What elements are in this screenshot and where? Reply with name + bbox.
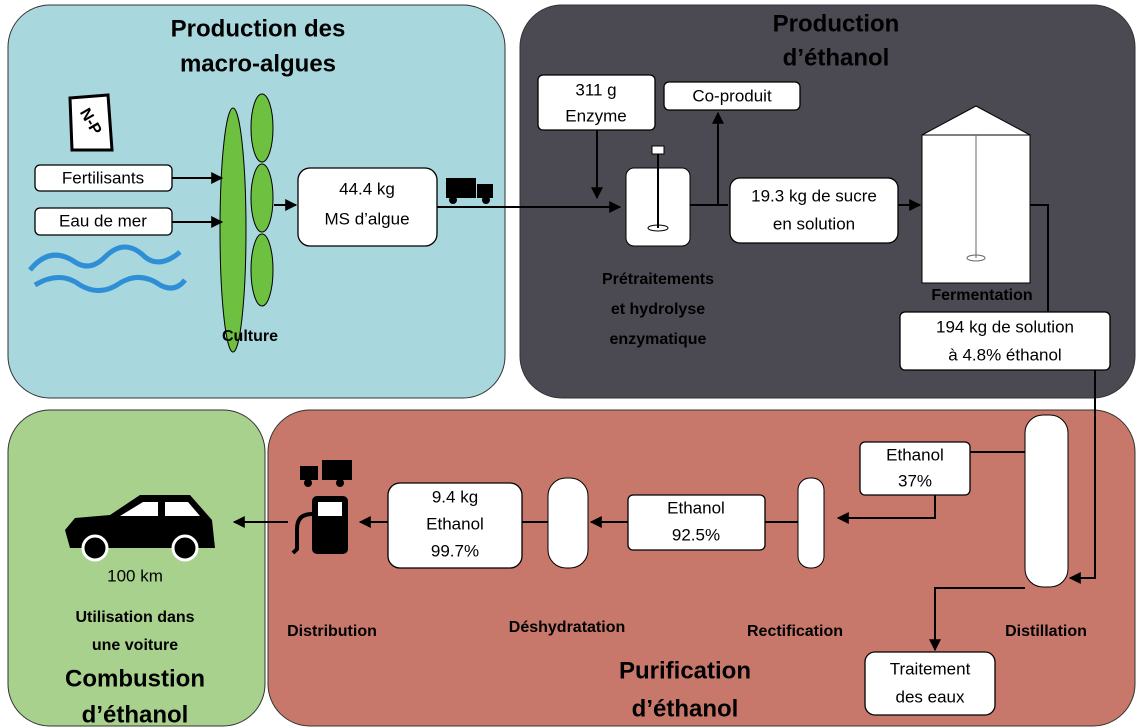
car-window xyxy=(120,502,200,516)
fermentation-tank xyxy=(921,105,1031,284)
box xyxy=(864,651,996,716)
panel-title: Production des xyxy=(171,15,346,42)
step-label: Culture xyxy=(222,328,278,345)
box xyxy=(663,81,801,111)
panel-combustion xyxy=(7,409,266,727)
panel-title: d’éthanol xyxy=(82,701,189,728)
arrow xyxy=(1030,204,1049,312)
dehydration-column xyxy=(547,477,589,569)
step-label: Fermentation xyxy=(931,287,1032,304)
fuel-pump xyxy=(291,496,348,555)
distillation-column xyxy=(1024,414,1069,588)
box-text: Ethanol xyxy=(886,445,944,464)
arrow xyxy=(1068,370,1096,584)
box-text: Ethanol xyxy=(667,498,725,517)
rectification-column xyxy=(797,477,825,569)
algae xyxy=(250,93,274,163)
algae xyxy=(219,107,247,353)
arrow xyxy=(836,495,936,524)
step-label: Rectification xyxy=(747,623,843,640)
box-text: Fertilisants xyxy=(62,168,144,187)
box-text: 44.4 kg xyxy=(339,179,395,198)
step-label: et hydrolyse xyxy=(611,301,705,318)
box-text: MS d’algue xyxy=(324,209,409,228)
shapes xyxy=(28,93,1069,588)
truck xyxy=(446,178,493,204)
panel-title: macro-algues xyxy=(180,50,336,77)
step-label: enzymatique xyxy=(610,331,707,348)
box-text: 92.5% xyxy=(672,525,720,544)
panel-title: Purification xyxy=(619,657,751,684)
truck xyxy=(300,460,352,487)
step-label: Utilisation dans xyxy=(75,609,194,626)
box-text: à 4.8% éthanol xyxy=(948,345,1061,364)
box-text: Traitement xyxy=(890,659,971,678)
fertilizer-bag xyxy=(68,93,114,152)
box xyxy=(899,311,1111,371)
panel-title: Combustion xyxy=(65,665,205,692)
car-wheel xyxy=(171,534,199,562)
box-text: 311 g xyxy=(575,80,616,99)
box-text: 9.4 kg xyxy=(432,487,478,506)
boxes xyxy=(34,74,1111,716)
waves xyxy=(28,244,187,293)
box-text: en solution xyxy=(773,214,855,233)
distance-label: 100 km xyxy=(107,566,163,585)
box-text: Co-produit xyxy=(692,86,772,105)
panel-title: Production xyxy=(773,10,900,37)
algae xyxy=(250,233,274,307)
arrows xyxy=(172,111,1096,652)
algae xyxy=(250,163,274,233)
box xyxy=(729,177,899,244)
box-text: 37% xyxy=(898,471,932,490)
box-text: 19.3 kg de sucre xyxy=(751,186,877,205)
box xyxy=(859,441,971,496)
step-label: Prétraitements xyxy=(602,271,714,288)
panel-title: d’éthanol xyxy=(783,44,890,71)
step-label: Distillation xyxy=(1005,623,1087,640)
box-text: 99.7% xyxy=(431,541,479,560)
car-wheel xyxy=(81,534,109,562)
step-label: Distribution xyxy=(287,623,377,640)
box-text: des eaux xyxy=(896,687,965,706)
panel-title: d’éthanol xyxy=(632,695,739,722)
box-text: 194 kg de solution xyxy=(936,317,1074,336)
step-label: une voiture xyxy=(92,637,178,654)
box-text: Ethanol xyxy=(426,514,484,533)
box xyxy=(387,482,523,569)
step-label: Déshydratation xyxy=(509,619,625,636)
reactor xyxy=(625,145,691,247)
box-text: Enzyme xyxy=(565,106,626,125)
arrow xyxy=(929,587,1025,652)
box-text: Eau de mer xyxy=(59,211,147,230)
